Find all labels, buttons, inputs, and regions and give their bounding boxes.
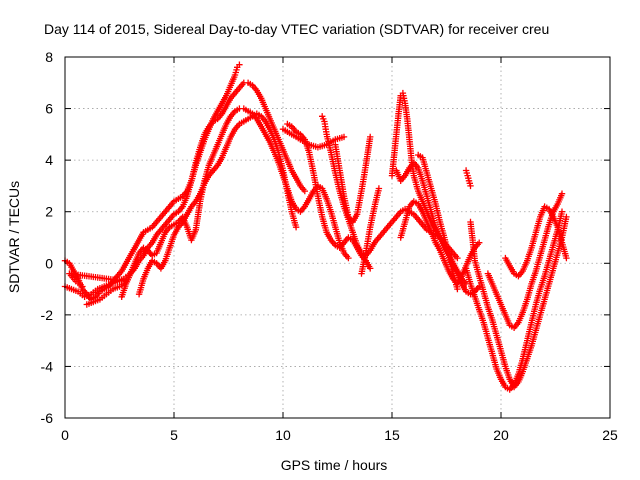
x-tick-label: 20: [493, 427, 509, 443]
series-trace-h: [358, 185, 383, 277]
series-trace-j: [393, 159, 483, 298]
series-trace-a: [61, 61, 243, 303]
series-markers: [358, 185, 383, 277]
series-trace-k: [397, 198, 483, 288]
series-trace-g: [332, 133, 374, 226]
series-trace-b: [61, 79, 308, 300]
x-tick-label: 0: [61, 427, 69, 443]
series-markers: [135, 110, 300, 298]
series-trace-c: [118, 105, 352, 300]
plot-frame: [64, 56, 611, 419]
series-trace-p: [502, 203, 570, 280]
series-markers: [462, 208, 566, 393]
y-tick-label: 8: [45, 49, 53, 65]
x-tick-label: 15: [384, 427, 400, 443]
series-markers: [61, 61, 243, 303]
series-markers: [61, 79, 308, 300]
series-markers: [393, 159, 483, 298]
x-axis-title: GPS time / hours: [281, 457, 388, 473]
series-markers: [415, 151, 461, 293]
series-markers: [502, 203, 570, 280]
chart-title: Day 114 of 2015, Sidereal Day-to-day VTE…: [44, 21, 549, 37]
x-tick-label: 10: [275, 427, 291, 443]
data-points: [61, 61, 570, 393]
y-tick-label: -2: [41, 307, 54, 323]
y-tick-label: 2: [45, 204, 53, 220]
series-trace-l: [415, 151, 461, 293]
series-markers: [332, 133, 374, 226]
y-tick-label: -6: [41, 410, 54, 426]
series-trace-q: [279, 126, 474, 190]
series-markers: [279, 126, 474, 190]
y-tick-label: 0: [45, 255, 53, 271]
series-trace-r: [66, 270, 130, 308]
x-tick-label: 25: [602, 427, 618, 443]
y-axis-title: SDTVAR / TECUs: [6, 181, 22, 293]
tick-labels: 0 5 10 15 20 25 -6 -4 -2 0 2 4 6 8: [41, 49, 618, 443]
series-markers: [397, 198, 483, 288]
y-tick-label: 4: [45, 152, 53, 168]
y-tick-label: 6: [45, 101, 53, 117]
series-trace-m: [467, 213, 570, 391]
x-tick-label: 5: [170, 427, 178, 443]
series-markers: [467, 213, 570, 391]
series-markers: [118, 105, 352, 300]
series-markers: [66, 270, 130, 308]
y-tick-label: -4: [41, 358, 54, 374]
series-trace-d: [135, 110, 300, 298]
series-trace-n: [462, 208, 566, 393]
